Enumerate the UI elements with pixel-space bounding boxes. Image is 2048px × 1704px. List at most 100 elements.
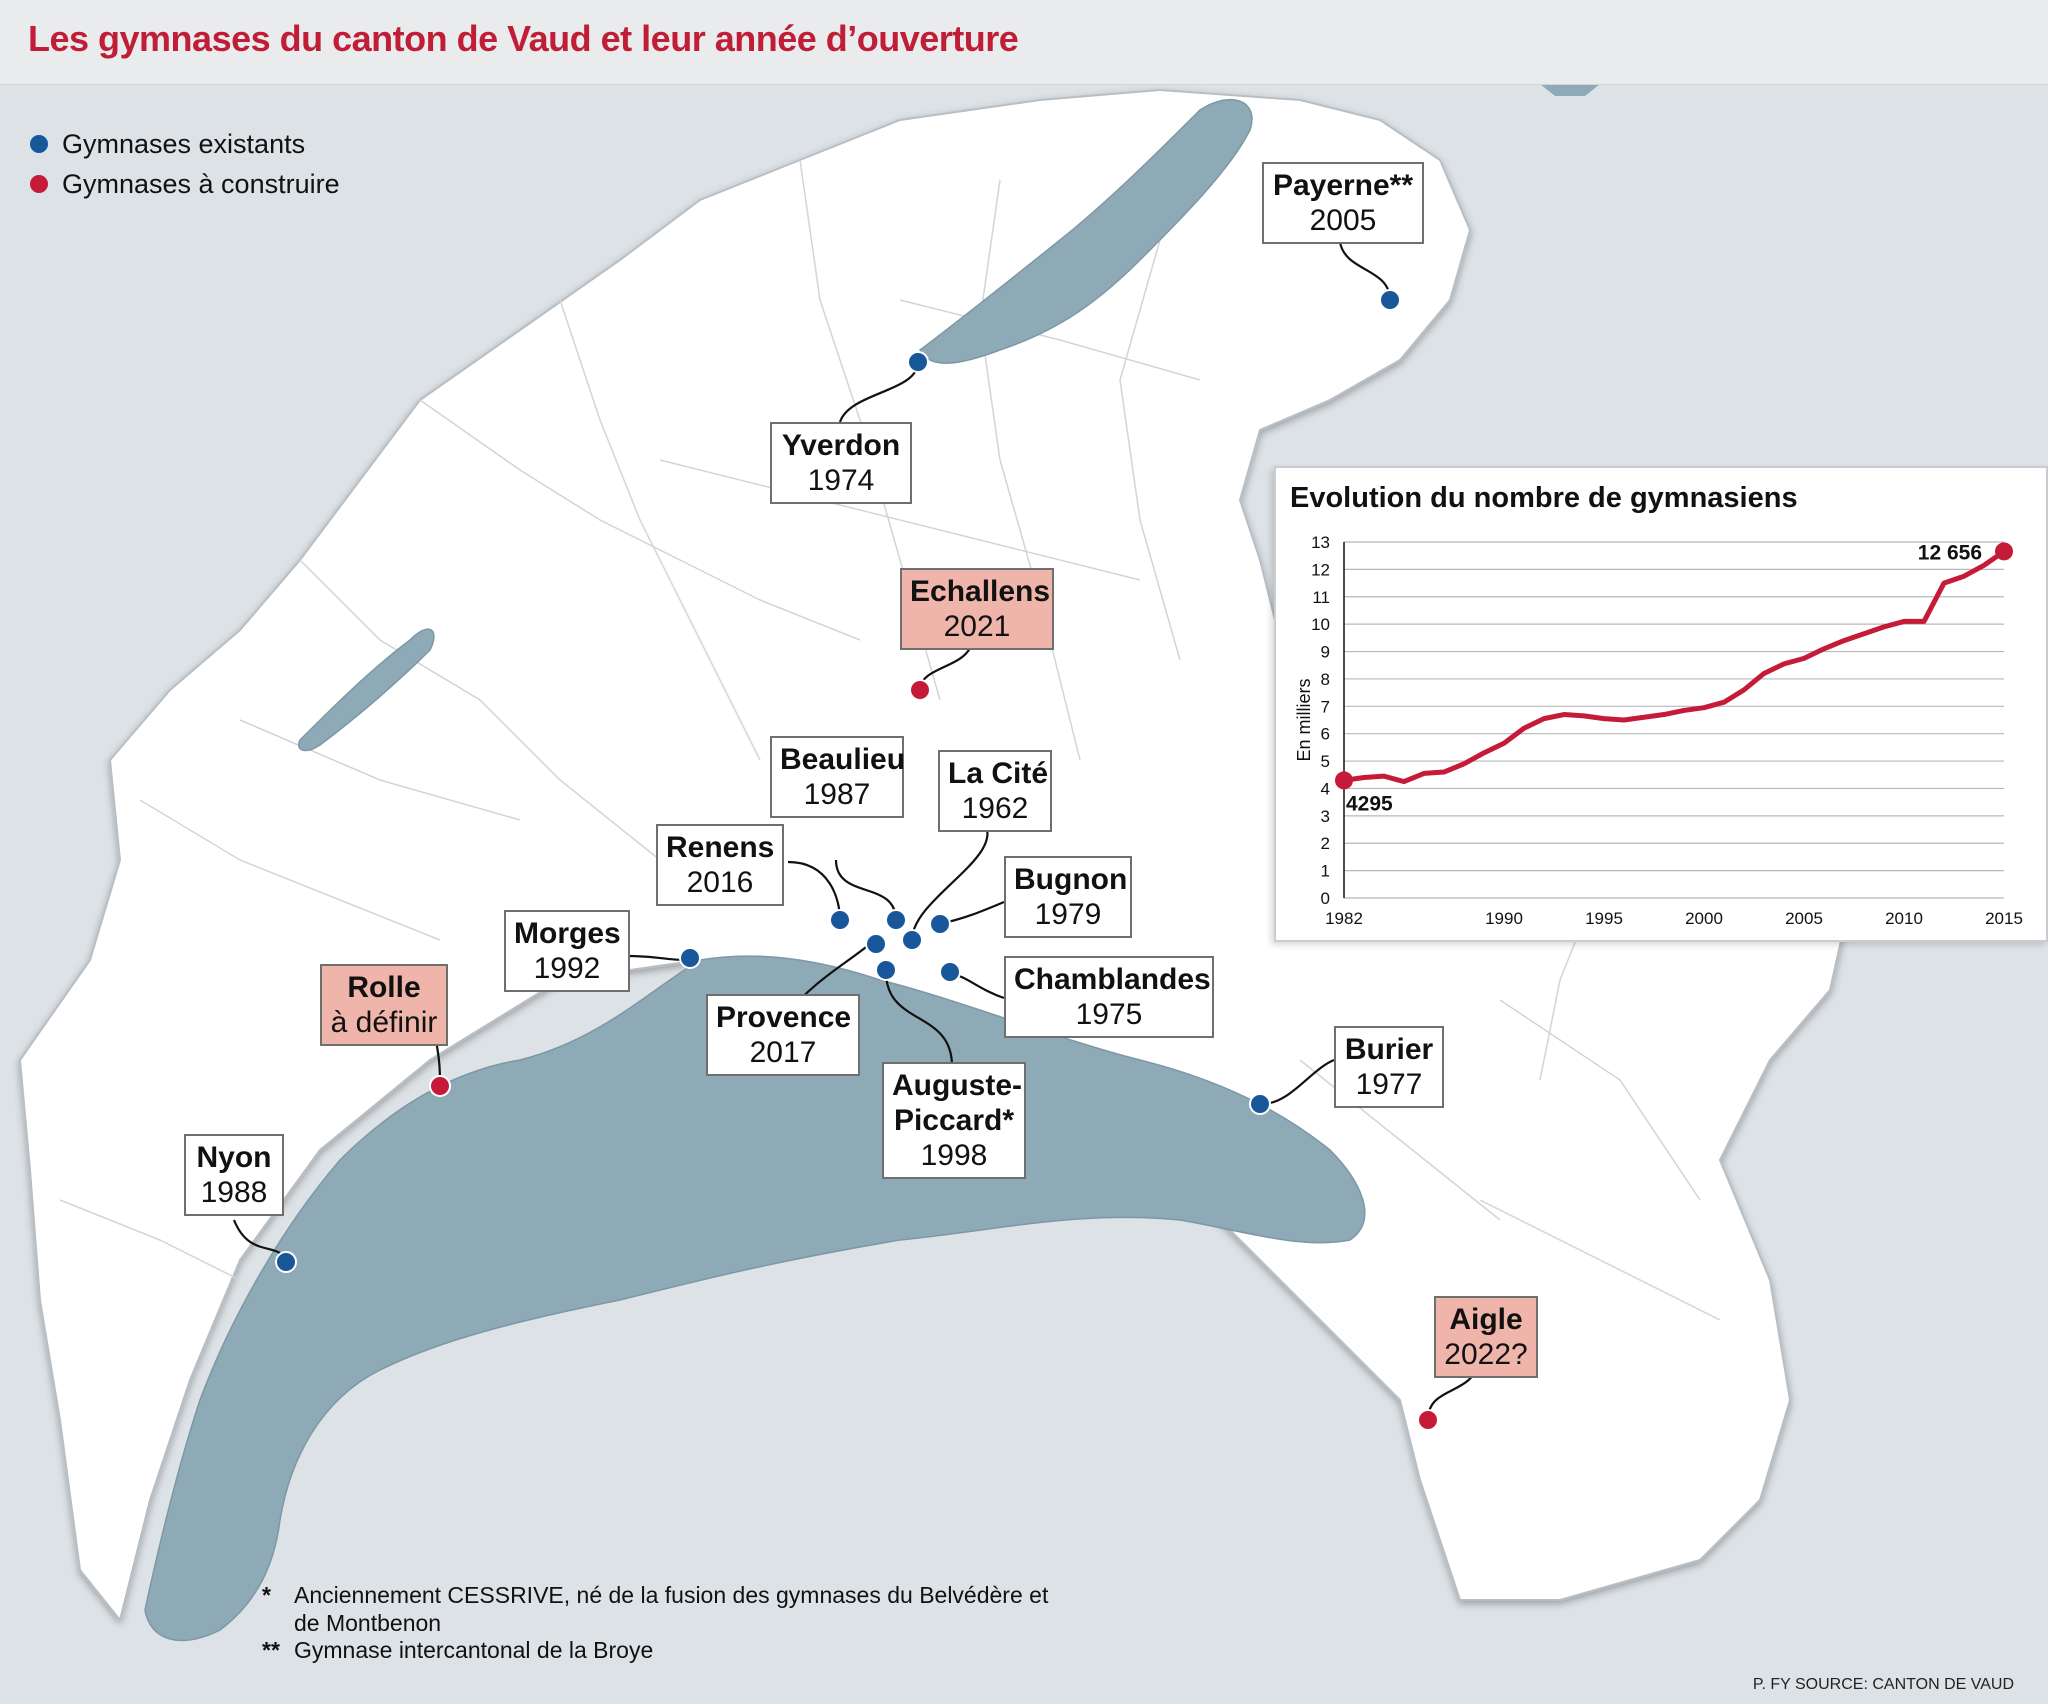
school-year: 2022? xyxy=(1444,1338,1528,1372)
school-markers xyxy=(275,289,1439,1431)
data-label-end: 12 656 xyxy=(1918,541,1982,564)
lake-neuchatel xyxy=(919,99,1253,364)
y-tick-label: 11 xyxy=(1312,588,1330,607)
x-tick-label: 2010 xyxy=(1885,909,1923,928)
school-name: Auguste- Piccard* xyxy=(892,1069,1022,1138)
label-morges: Morges 1992 xyxy=(504,910,630,993)
y-tick-label: 13 xyxy=(1311,533,1330,552)
legend-label-planned: Gymnases à construire xyxy=(62,168,340,199)
school-name: Chamblandes xyxy=(1014,963,1211,996)
label-nyon: Nyon 1988 xyxy=(184,1134,284,1217)
footnote-text: Anciennement CESSRIVE, né de la fusion d… xyxy=(294,1582,1049,1636)
label-provence: Provence 2017 xyxy=(706,994,860,1077)
footnote-mark: * xyxy=(262,1582,271,1608)
marker-provence xyxy=(865,933,887,955)
marker-auguste xyxy=(875,959,897,981)
school-year: 1998 xyxy=(920,1139,988,1173)
marker-chamblandes xyxy=(939,961,961,983)
legend-item-existing: Gymnases existants xyxy=(30,124,340,164)
x-tick-label: 2005 xyxy=(1785,909,1823,928)
footnote: * Anciennement CESSRIVE, né de la fusion… xyxy=(262,1582,1074,1637)
label-echallens: Echallens 2021 xyxy=(900,568,1054,651)
label-beaulieu: Beaulieu 1987 xyxy=(770,736,905,819)
label-rolle: Rolle à définir xyxy=(320,964,448,1047)
map-title: Les gymnases du canton de Vaud et leur a… xyxy=(28,18,1019,59)
legend-label-existing: Gymnases existants xyxy=(62,128,306,159)
x-tick-label: 1982 xyxy=(1325,909,1363,928)
school-name: Provence xyxy=(716,1001,852,1034)
school-name: Renens xyxy=(666,831,775,864)
marker-burier xyxy=(1249,1093,1271,1115)
school-year: 2017 xyxy=(749,1036,817,1070)
y-tick-label: 2 xyxy=(1321,834,1330,853)
marker-morges xyxy=(679,947,701,969)
marker-renens xyxy=(829,909,851,931)
school-name: Aigle xyxy=(1449,1303,1523,1336)
marker-aigle xyxy=(1417,1409,1439,1431)
lac-de-joux xyxy=(298,628,435,752)
blue-dot-icon xyxy=(30,135,48,153)
y-axis-label: En milliers xyxy=(1294,678,1314,761)
school-year: 2005 xyxy=(1309,204,1377,238)
label-payerne: Payerne** 2005 xyxy=(1262,162,1424,245)
lake-morat xyxy=(1540,84,1600,96)
school-year: 1975 xyxy=(1075,998,1143,1032)
y-tick-label: 4 xyxy=(1321,779,1330,798)
marker-rolle xyxy=(429,1075,451,1097)
y-tick-label: 8 xyxy=(1321,670,1330,689)
school-name: La Cité xyxy=(948,757,1049,790)
lake-leman xyxy=(144,955,1366,1642)
label-bugnon: Bugnon 1979 xyxy=(1004,856,1132,939)
footnote-text: Gymnase intercantonal de la Broye xyxy=(294,1637,654,1664)
marker-yverdon xyxy=(907,351,929,373)
chart-title: Evolution du nombre de gymnasiens xyxy=(1290,482,1798,514)
y-tick-label: 7 xyxy=(1321,697,1330,716)
school-name: Payerne** xyxy=(1272,169,1414,202)
school-name: Yverdon xyxy=(781,429,901,462)
data-label-start: 4295 xyxy=(1346,792,1393,815)
marker-lacite xyxy=(901,929,923,951)
school-year: 1962 xyxy=(961,792,1029,826)
data-point-start xyxy=(1335,771,1353,790)
legend: Gymnases existants Gymnases à construire xyxy=(30,124,340,204)
y-tick-label: 3 xyxy=(1321,807,1330,826)
label-chamblandes: Chamblandes 1975 xyxy=(1004,956,1214,1039)
school-year: 1992 xyxy=(533,952,601,986)
footnote-mark: ** xyxy=(262,1637,280,1664)
school-name: Rolle xyxy=(347,971,421,1004)
x-tick-label: 1995 xyxy=(1585,909,1623,928)
marker-nyon xyxy=(275,1251,297,1273)
school-name: Bugnon xyxy=(1014,863,1128,896)
y-tick-label: 5 xyxy=(1321,752,1330,771)
school-name: Nyon xyxy=(196,1141,272,1174)
y-tick-label: 0 xyxy=(1321,889,1330,908)
y-tick-label: 1 xyxy=(1321,862,1330,881)
x-tick-label: 2000 xyxy=(1685,909,1723,928)
y-tick-label: 9 xyxy=(1321,643,1330,662)
school-year: à définir xyxy=(330,1006,438,1040)
school-name: Echallens xyxy=(910,575,1051,608)
source-credit: P. FY SOURCE: CANTON DE VAUD xyxy=(1752,1676,2014,1693)
marker-bugnon xyxy=(929,913,951,935)
footnotes: * Anciennement CESSRIVE, né de la fusion… xyxy=(262,1582,1074,1665)
y-tick-label: 12 xyxy=(1311,560,1330,579)
school-year: 1977 xyxy=(1355,1068,1423,1102)
label-aigle: Aigle 2022? xyxy=(1434,1296,1538,1379)
school-year: 1987 xyxy=(803,778,871,812)
label-yverdon: Yverdon 1974 xyxy=(770,422,912,505)
x-tick-label: 1990 xyxy=(1485,909,1523,928)
school-year: 1974 xyxy=(807,464,875,498)
school-name: Burier xyxy=(1344,1033,1434,1066)
title-bar: Les gymnases du canton de Vaud et leur a… xyxy=(0,0,2048,85)
school-name: Morges xyxy=(514,917,621,950)
label-auguste-piccard: Auguste- Piccard* 1998 xyxy=(882,1062,1026,1180)
label-lacite: La Cité 1962 xyxy=(938,750,1052,833)
school-year: 2016 xyxy=(686,866,754,900)
marker-beaulieu xyxy=(885,909,907,931)
footnote: ** Gymnase intercantonal de la Broye xyxy=(262,1637,1074,1665)
series-line xyxy=(1343,549,2006,785)
marker-echallens xyxy=(909,679,931,701)
school-year: 1988 xyxy=(200,1176,268,1210)
